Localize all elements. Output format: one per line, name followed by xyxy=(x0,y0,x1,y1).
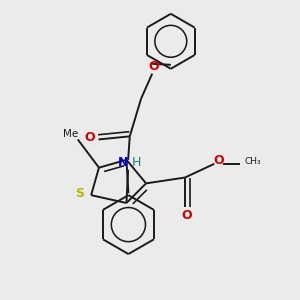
Text: N: N xyxy=(118,156,129,169)
Text: O: O xyxy=(85,131,95,144)
Text: O: O xyxy=(182,209,192,222)
Text: Me: Me xyxy=(63,128,78,139)
Text: H: H xyxy=(132,156,141,169)
Text: O: O xyxy=(149,60,160,73)
Text: CH₃: CH₃ xyxy=(244,157,261,166)
Text: S: S xyxy=(76,187,85,200)
Text: O: O xyxy=(214,154,224,167)
